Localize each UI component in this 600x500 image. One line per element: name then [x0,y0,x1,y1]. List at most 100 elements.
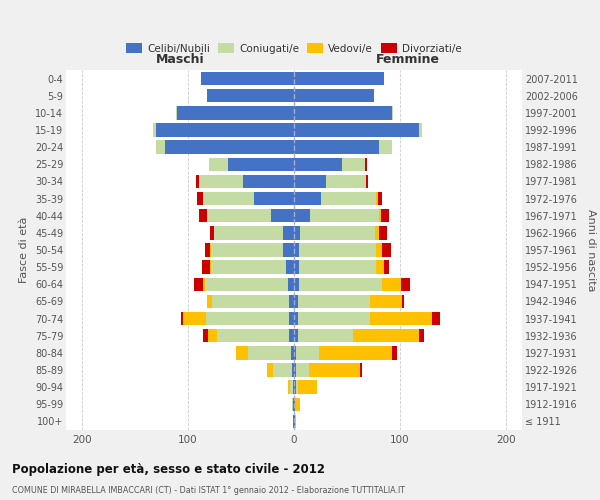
Bar [294,72,384,86]
Bar [289,312,294,326]
Bar [376,260,384,274]
Bar [309,364,360,376]
Bar [379,209,381,222]
Bar [203,329,208,342]
Bar [156,124,294,136]
Bar [294,260,299,274]
Bar [299,244,376,256]
Bar [294,414,295,428]
Bar [283,226,294,239]
Bar [392,346,397,360]
Bar [374,226,379,239]
Bar [207,209,271,222]
Bar [294,244,299,256]
Bar [248,346,291,360]
Bar [205,244,210,256]
Bar [293,398,294,411]
Bar [210,260,211,274]
Bar [199,209,207,222]
Bar [294,364,296,376]
Legend: Celibi/Nubili, Coniugati/e, Vedovi/e, Divorziati/e: Celibi/Nubili, Coniugati/e, Vedovi/e, Di… [122,39,466,58]
Text: COMUNE DI MIRABELLA IMBACCARI (CT) - Dati ISTAT 1° gennaio 2012 - Elaborazione T: COMUNE DI MIRABELLA IMBACCARI (CT) - Dat… [12,486,405,495]
Bar [196,174,199,188]
Bar [294,294,298,308]
Bar [294,278,299,291]
Bar [271,209,294,222]
Bar [287,278,294,291]
Bar [228,158,294,171]
Bar [299,278,382,291]
Bar [209,158,228,171]
Bar [382,244,391,256]
Bar [178,106,294,120]
Bar [296,364,309,376]
Bar [286,260,294,274]
Bar [182,312,206,326]
Bar [194,278,203,291]
Bar [432,312,440,326]
Text: Femmine: Femmine [376,54,440,66]
Bar [319,346,392,360]
Bar [342,158,365,171]
Bar [287,380,290,394]
Bar [379,140,392,154]
Bar [295,414,296,428]
Bar [320,192,376,205]
Y-axis label: Anni di nascita: Anni di nascita [586,209,596,291]
Bar [402,294,404,308]
Bar [401,278,410,291]
Bar [156,140,164,154]
Bar [273,364,292,376]
Bar [294,158,342,171]
Bar [164,140,294,154]
Bar [294,140,379,154]
Bar [211,244,283,256]
Bar [254,192,294,205]
Bar [384,260,389,274]
Bar [370,294,402,308]
Bar [236,346,248,360]
Bar [294,329,298,342]
Bar [210,244,211,256]
Bar [298,312,370,326]
Bar [199,174,243,188]
Bar [207,89,294,102]
Bar [296,346,319,360]
Bar [206,312,289,326]
Bar [419,124,422,136]
Bar [299,260,376,274]
Bar [294,124,419,136]
Bar [353,329,419,342]
Bar [294,226,301,239]
Bar [382,278,401,291]
Bar [203,278,205,291]
Bar [203,192,254,205]
Bar [210,226,214,239]
Bar [291,346,294,360]
Bar [268,364,273,376]
Bar [298,329,353,342]
Bar [419,329,424,342]
Bar [370,312,432,326]
Bar [289,329,294,342]
Bar [294,106,392,120]
Text: Popolazione per età, sesso e stato civile - 2012: Popolazione per età, sesso e stato civil… [12,462,325,475]
Bar [205,278,287,291]
Bar [200,72,294,86]
Bar [298,294,370,308]
Bar [360,364,362,376]
Text: Maschi: Maschi [155,54,205,66]
Bar [294,89,374,102]
Bar [301,226,374,239]
Bar [298,380,317,394]
Bar [294,312,298,326]
Bar [326,174,366,188]
Bar [294,174,326,188]
Bar [208,329,217,342]
Bar [294,380,296,394]
Bar [294,209,310,222]
Bar [207,294,212,308]
Bar [295,398,301,411]
Bar [293,414,294,428]
Bar [376,192,378,205]
